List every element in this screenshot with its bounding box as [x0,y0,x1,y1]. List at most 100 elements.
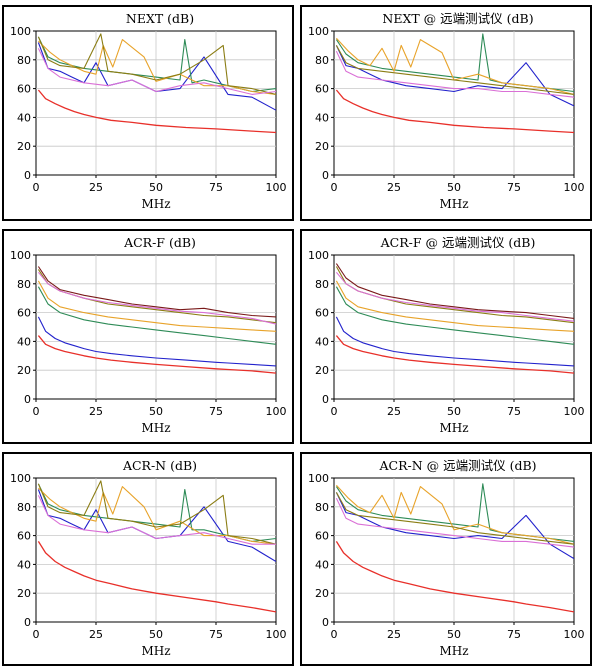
x-tick-label: 0 [331,405,338,418]
series-limit-line [37,89,276,134]
y-tick-label: 20 [315,140,329,153]
chart-title: NEXT @ 远端测试仪 (dB) [382,11,533,26]
x-axis-label: MHz [439,644,468,658]
y-tick-label: 0 [24,393,31,406]
series-line [37,33,276,95]
series-line [335,492,574,545]
x-tick-label: 25 [89,405,103,418]
y-tick-label: 40 [315,111,329,124]
x-tick-label: 25 [89,628,103,641]
chart-title: ACR-F (dB) [123,235,196,250]
y-tick-label: 40 [17,335,31,348]
y-tick-label: 40 [315,335,329,348]
y-tick-label: 60 [315,83,329,96]
series-limit-line [335,89,574,134]
series-line [37,271,276,325]
series-line [335,484,574,545]
x-tick-label: 0 [331,181,338,194]
y-tick-label: 20 [17,140,31,153]
series-limit-line [335,335,574,374]
y-tick-label: 100 [10,25,31,38]
y-tick-label: 60 [17,83,31,96]
series-line [335,50,574,98]
x-tick-label: 100 [564,628,585,641]
x-tick-label: 100 [266,405,287,418]
chart-panel-acr-n: ACR-N (dB) 0 20 40 60 80 100 0 25 50 75 100 MHz [2,452,294,666]
series-line [335,492,574,560]
y-tick-label: 100 [10,249,31,262]
series-line [37,266,276,318]
series-line [37,36,276,93]
series-line [37,286,276,345]
y-tick-label: 0 [322,393,329,406]
x-axis-label: MHz [141,644,170,658]
chart-svg: ACR-F @ 远端测试仪 (dB) 0 20 40 60 80 100 0 25 50 75 100… [308,235,585,435]
x-tick-label: 100 [564,405,585,418]
series-line [335,286,574,345]
y-tick-label: 80 [17,278,31,291]
x-tick-label: 100 [266,628,287,641]
series-limit-line [37,541,276,613]
x-tick-label: 100 [564,181,585,194]
y-tick-label: 60 [315,307,329,320]
x-tick-label: 25 [387,181,401,194]
series-line [37,280,276,332]
x-tick-label: 0 [33,628,40,641]
x-axis-label: MHz [439,197,468,211]
y-tick-label: 100 [10,472,31,485]
chart-svg: NEXT (dB) 0 20 40 60 80 100 0 25 50 75 100 MHz [10,11,287,211]
x-tick-label: 100 [266,181,287,194]
chart-svg: NEXT @ 远端测试仪 (dB) 0 20 40 60 80 100 0 25 50 75 100 M… [308,11,585,211]
x-axis-label: MHz [439,421,468,435]
x-tick-label: 50 [149,628,163,641]
y-tick-label: 100 [308,472,329,485]
series-line [335,37,574,95]
series-line [335,45,574,95]
chart-panel-next: NEXT (dB) 0 20 40 60 80 100 0 25 50 75 100 MHz [2,5,294,221]
x-tick-label: 25 [89,181,103,194]
x-tick-label: 50 [149,405,163,418]
x-tick-label: 75 [507,181,521,194]
x-tick-label: 0 [33,405,40,418]
chart-svg: ACR-F (dB) 0 20 40 60 80 100 0 25 50 75 100 MHz [10,235,287,435]
x-tick-label: 25 [387,628,401,641]
chart-title: ACR-N (dB) [122,458,197,473]
y-tick-label: 20 [315,587,329,600]
x-tick-label: 75 [209,405,223,418]
y-tick-label: 40 [315,558,329,571]
chart-panel-acr-n-remote: ACR-N @ 远端测试仪 (dB) 0 20 40 60 80 100 0 25 50 75 100… [300,452,592,666]
chart-panel-next-remote: NEXT @ 远端测试仪 (dB) 0 20 40 60 80 100 0 25 50 75 100 M… [300,5,592,221]
y-tick-label: 60 [17,307,31,320]
chart-title: ACR-F @ 远端测试仪 (dB) [380,235,536,250]
x-tick-label: 25 [387,405,401,418]
y-tick-label: 80 [315,501,329,514]
series-line [37,48,276,95]
x-tick-label: 75 [507,405,521,418]
y-tick-label: 20 [17,587,31,600]
series-line [37,316,276,367]
y-tick-label: 20 [315,364,329,377]
y-tick-label: 0 [24,169,31,182]
x-axis-label: MHz [141,197,170,211]
x-tick-label: 75 [507,628,521,641]
chart-svg: ACR-N @ 远端测试仪 (dB) 0 20 40 60 80 100 0 25 50 75 100… [308,458,585,658]
x-tick-label: 50 [149,181,163,194]
chart-title: NEXT (dB) [126,11,194,26]
series-line [335,316,574,367]
series-line [335,271,574,322]
series-line [37,495,276,545]
series-line [335,263,574,319]
x-axis-label: MHz [141,421,170,435]
series-line [37,480,276,545]
chart-title: ACR-N @ 远端测试仪 (dB) [378,458,536,473]
series-limit-line [37,335,276,374]
series-line [335,497,574,548]
y-tick-label: 80 [17,54,31,67]
y-tick-label: 40 [17,558,31,571]
y-tick-label: 20 [17,364,31,377]
series-line [335,45,574,107]
x-tick-label: 75 [209,181,223,194]
x-tick-label: 50 [447,405,461,418]
x-tick-label: 75 [209,628,223,641]
y-tick-label: 0 [322,616,329,629]
